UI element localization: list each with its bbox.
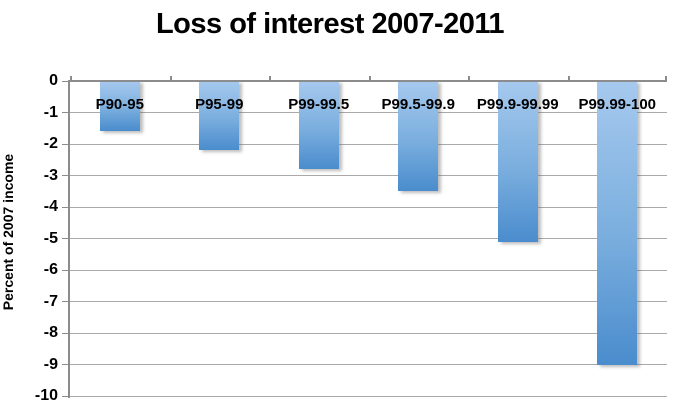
- gridline: [70, 175, 667, 176]
- gridline: [70, 238, 667, 239]
- y-axis-tick: [62, 175, 68, 176]
- category-boundary-tick: [70, 76, 72, 81]
- gridline: [70, 395, 667, 397]
- gridline: [70, 269, 667, 271]
- bar-P99.99-100: [597, 81, 638, 365]
- y-tick-label: -6: [43, 261, 58, 278]
- y-axis-tick: [62, 395, 68, 397]
- bar-P90-95: [99, 81, 140, 132]
- bar-P99.5-99.9: [398, 81, 439, 192]
- y-axis-tick: [62, 206, 68, 208]
- y-axis-tick: [62, 269, 68, 271]
- gridline: [70, 301, 667, 302]
- y-tick-label: -4: [43, 198, 58, 215]
- bar-P95-99: [199, 81, 240, 151]
- y-tick-label: -10: [34, 387, 58, 404]
- y-tick-label: -3: [43, 166, 58, 184]
- y-axis-tick: [62, 364, 68, 365]
- category-boundary-tick: [567, 76, 570, 81]
- y-axis-tick: [62, 238, 68, 239]
- category-boundary-tick: [368, 76, 371, 81]
- y-tick-label: -9: [43, 355, 58, 373]
- zero-axis-line: [70, 80, 667, 82]
- category-boundary-tick: [169, 76, 172, 81]
- y-tick-label: -8: [43, 324, 58, 341]
- category-label: P99.99-100: [578, 96, 657, 113]
- y-axis-line: [68, 80, 70, 398]
- y-axis-tick: [62, 332, 68, 334]
- category-boundary-tick: [665, 76, 667, 81]
- category-label: P95-99: [195, 96, 244, 113]
- chart-title: Loss of interest 2007-2011: [155, 8, 505, 40]
- y-tick-label: -7: [43, 292, 58, 310]
- y-tick-label: -1: [43, 103, 58, 121]
- category-label: P99.9-99.99: [476, 96, 559, 113]
- y-tick-label: -5: [43, 229, 58, 247]
- y-axis-tick: [62, 143, 68, 145]
- gridline: [70, 112, 667, 113]
- y-tick-label: 0: [49, 72, 58, 89]
- category-label: P90-95: [95, 96, 144, 113]
- category-boundary-tick: [269, 76, 271, 81]
- category-label: P99-99.5: [288, 96, 350, 113]
- category-label: P99.5-99.9: [381, 96, 455, 113]
- plot-area: P90-95 P95-99 P99-99.5 P99.5-99.9 P99.9-99.9…: [62, 76, 667, 398]
- gridline: [70, 332, 667, 334]
- gridline: [70, 206, 667, 208]
- y-axis-tick: [62, 80, 68, 82]
- gridline: [70, 364, 667, 365]
- y-axis-tick: [62, 301, 68, 302]
- category-boundary-tick: [468, 76, 470, 81]
- bar-P99-99.5: [298, 81, 339, 170]
- bar-P99.9-99.99: [497, 81, 538, 242]
- y-tick-label: -2: [43, 135, 58, 152]
- gridline: [70, 143, 667, 145]
- y-axis-tick: [62, 112, 68, 113]
